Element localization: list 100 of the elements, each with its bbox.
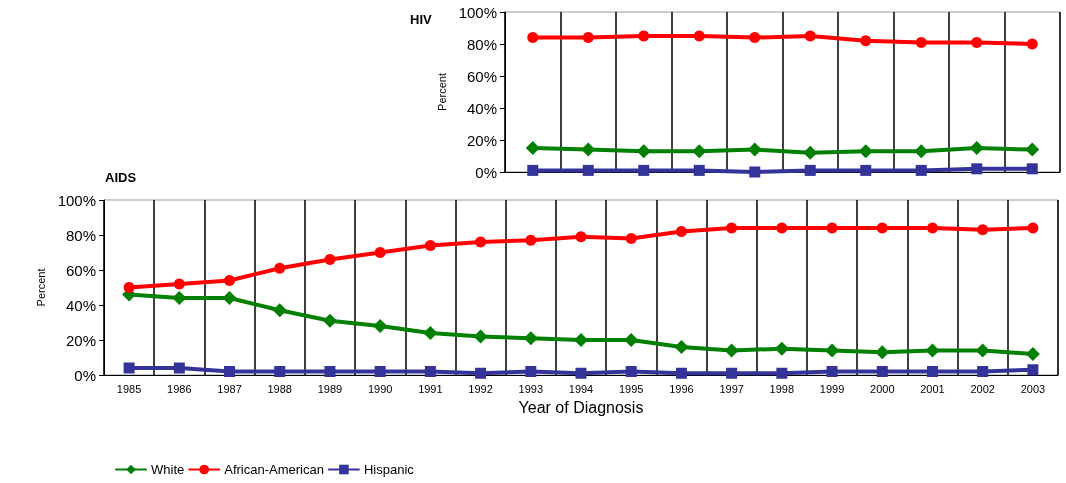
point — [726, 367, 738, 379]
x-tick-label: 1995 — [618, 382, 644, 395]
point — [582, 164, 594, 176]
y-axis-title: Percent — [35, 268, 48, 307]
point — [523, 331, 538, 346]
x-tick-label: 1998 — [769, 382, 795, 395]
x-tick-label: 1985 — [116, 382, 142, 395]
point — [975, 343, 990, 358]
point — [1026, 163, 1038, 175]
legend-label: African-American — [224, 462, 324, 477]
point — [971, 163, 983, 175]
point — [675, 367, 687, 379]
point — [322, 313, 337, 328]
point — [776, 367, 788, 379]
point — [774, 341, 789, 356]
point — [915, 164, 927, 176]
point — [324, 254, 336, 265]
y-tick-label: 20% — [65, 331, 96, 349]
point — [373, 319, 388, 333]
point — [473, 329, 488, 344]
point — [914, 144, 929, 159]
point — [475, 236, 487, 248]
point — [804, 30, 816, 42]
point — [1027, 364, 1039, 376]
point — [860, 35, 872, 47]
point — [123, 362, 135, 374]
point — [423, 326, 438, 340]
point — [222, 291, 237, 305]
y-tick-label: 80% — [466, 35, 497, 53]
point — [374, 366, 386, 377]
x-tick-label: 2002 — [970, 382, 995, 395]
point — [803, 145, 818, 160]
point — [224, 275, 236, 286]
point — [173, 362, 185, 374]
y-tick-label: 60% — [65, 261, 96, 279]
legend-label: White — [151, 462, 185, 477]
x-tick-label: 1996 — [669, 382, 694, 395]
point — [858, 144, 873, 159]
point — [1025, 142, 1040, 157]
x-tick-label: 1999 — [819, 382, 845, 395]
point — [969, 141, 984, 155]
point — [224, 366, 236, 377]
x-tick-label: 1986 — [167, 382, 192, 395]
point — [624, 333, 639, 347]
point — [525, 141, 540, 155]
point — [527, 164, 539, 176]
point — [625, 233, 637, 244]
point — [574, 333, 588, 347]
point — [424, 240, 436, 251]
point — [1025, 347, 1040, 361]
x-tick-label: 1994 — [568, 382, 594, 395]
point — [915, 36, 927, 48]
point — [625, 366, 637, 377]
x-tick-label: 1990 — [367, 382, 393, 395]
point — [581, 142, 596, 157]
point — [726, 222, 738, 234]
point — [1027, 222, 1039, 234]
x-tick-label: 1988 — [267, 382, 292, 395]
y-tick-label: 20% — [466, 131, 497, 149]
point — [749, 166, 761, 178]
point — [776, 222, 788, 234]
point — [424, 366, 436, 377]
legend-label: Hispanic — [363, 462, 415, 477]
y-tick-label: 80% — [65, 226, 96, 244]
x-tick-label: 1991 — [418, 382, 443, 395]
point — [638, 30, 650, 42]
point — [826, 222, 838, 234]
point — [582, 32, 594, 44]
point — [575, 367, 587, 379]
x-tick-label: 1992 — [468, 382, 493, 395]
point — [374, 247, 386, 258]
point — [693, 30, 705, 42]
point — [636, 144, 651, 159]
point — [804, 164, 816, 176]
y-axis-title: Percent — [436, 73, 449, 111]
y-tick-label: 0% — [74, 366, 96, 384]
point — [123, 282, 135, 293]
chart-title: AIDS — [105, 170, 137, 185]
point — [1026, 38, 1038, 50]
point — [875, 345, 890, 360]
y-tick-label: 100% — [458, 3, 497, 21]
point — [825, 343, 840, 358]
point — [925, 343, 940, 358]
point — [525, 366, 537, 377]
x-tick-label: 1989 — [317, 382, 343, 395]
point — [724, 343, 739, 358]
point — [926, 366, 938, 377]
point — [876, 366, 888, 377]
y-tick-label: 40% — [65, 296, 96, 314]
y-tick-label: 0% — [475, 163, 497, 181]
x-axis-title: Year of Diagnosis — [518, 398, 644, 416]
x-tick-label: 2001 — [920, 382, 945, 395]
chart-title: HIV — [410, 12, 432, 27]
point — [926, 222, 938, 234]
x-tick-label: 2003 — [1020, 382, 1046, 395]
point — [527, 32, 539, 44]
point — [173, 278, 185, 290]
x-tick-label: 1997 — [719, 382, 744, 395]
point — [977, 366, 989, 377]
point — [876, 222, 888, 234]
